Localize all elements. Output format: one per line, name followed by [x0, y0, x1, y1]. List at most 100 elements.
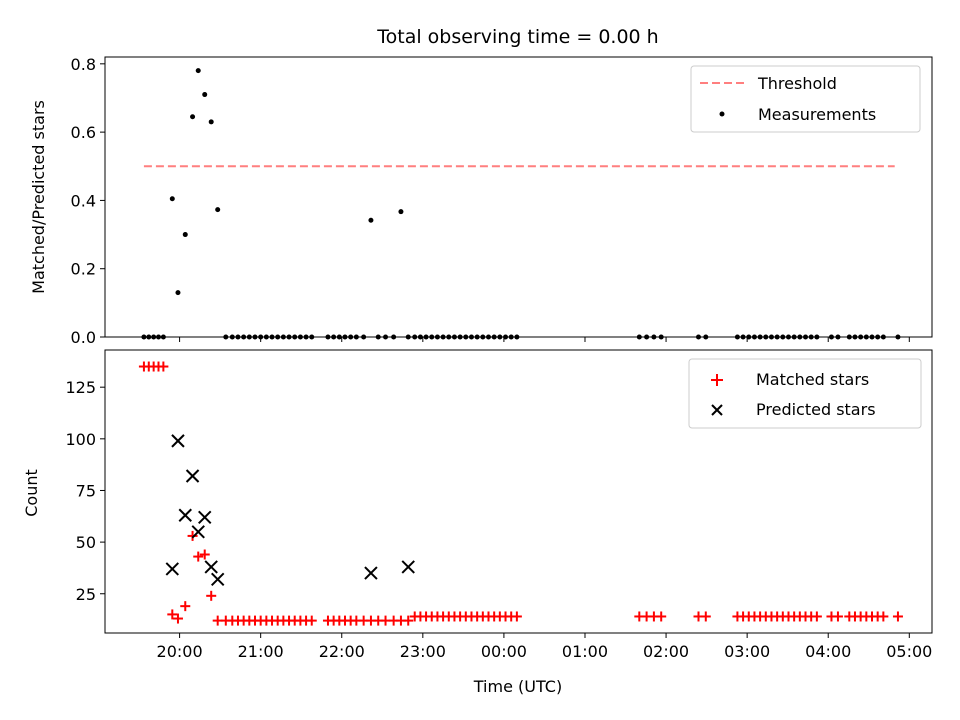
bottom-panel-frame: [104, 349, 933, 634]
predicted-star-point: [191, 525, 205, 539]
matched-star-point: [167, 609, 178, 620]
measurement-point: [846, 334, 852, 340]
measurement-point: [353, 334, 359, 340]
measurements-series: [141, 68, 901, 340]
measurement-point: [695, 334, 701, 340]
measurement-point: [875, 334, 881, 340]
measurement-point: [263, 334, 269, 340]
measurement-point: [160, 334, 166, 340]
matched-star-point: [180, 601, 191, 612]
x-tick-label: 21:00: [238, 642, 284, 661]
x-tick-label: 20:00: [157, 642, 203, 661]
predicted-star-point: [401, 560, 415, 574]
measurement-point: [417, 334, 423, 340]
measurement-point: [215, 207, 221, 213]
measurement-point: [252, 334, 258, 340]
measurement-point: [791, 334, 797, 340]
y-tick-label: 25: [76, 585, 96, 604]
bottom-y-ticks: 25 50 75 100 125: [65, 378, 105, 604]
x-tick-label: 02:00: [643, 642, 689, 661]
measurement-point: [863, 334, 869, 340]
measurement-point: [182, 232, 188, 238]
y-tick-label: 0.4: [71, 191, 96, 210]
measurement-point: [451, 334, 457, 340]
top-y-ticks: 0.0 0.2 0.4 0.6 0.8: [71, 55, 105, 347]
measurement-point: [491, 334, 497, 340]
measurement-point: [375, 334, 381, 340]
measurement-point: [644, 334, 650, 340]
measurement-point: [383, 334, 389, 340]
measurement-point: [497, 334, 503, 340]
matched-star-point: [878, 611, 889, 622]
measurement-point: [774, 334, 780, 340]
measurement-point: [503, 334, 509, 340]
measurement-point: [785, 334, 791, 340]
measurement-point: [780, 334, 786, 340]
legend-matched-label: Matched stars: [756, 370, 869, 389]
measurement-point: [423, 334, 429, 340]
measurement-point: [828, 334, 834, 340]
y-tick-label: 0.6: [71, 123, 96, 142]
measurement-point: [156, 334, 162, 340]
measurement-point: [514, 334, 520, 340]
measurement-point: [342, 334, 348, 340]
bottom-panel: 25 50 75 100 125 20:00 21:00 22:00 23:00 00:00 01…: [22, 349, 933, 696]
measurement-point: [814, 334, 820, 340]
matched-star-point: [158, 361, 169, 372]
measurement-point: [803, 334, 809, 340]
measurement-point: [486, 334, 492, 340]
matched-star-point: [832, 611, 843, 622]
measurement-point: [151, 334, 157, 340]
measurement-point: [434, 334, 440, 340]
measurement-point: [835, 334, 841, 340]
measurement-point: [429, 334, 435, 340]
measurement-point: [636, 334, 642, 340]
legend-predicted-label: Predicted stars: [756, 400, 876, 419]
measurement-point: [734, 334, 740, 340]
matched-star-point: [187, 530, 198, 541]
y-tick-label: 75: [76, 481, 96, 500]
measurement-point: [474, 334, 480, 340]
y-tick-label: 50: [76, 533, 96, 552]
measurement-point: [361, 334, 367, 340]
measurement-point: [202, 92, 208, 98]
measurement-point: [223, 334, 229, 340]
measurement-point: [440, 334, 446, 340]
measurement-point: [412, 334, 418, 340]
matched-star-point: [700, 611, 711, 622]
top-legend: Threshold Measurements: [690, 65, 921, 133]
x-tick-label: 01:00: [562, 642, 608, 661]
measurement-point: [768, 334, 774, 340]
x-tick-label: 23:00: [400, 642, 446, 661]
x-tick-label: 00:00: [481, 642, 527, 661]
predicted-star-point: [198, 510, 212, 525]
predicted-star-point: [204, 560, 218, 574]
measurement-point: [190, 114, 196, 120]
measurement-point: [446, 334, 452, 340]
x-tick-label: 22:00: [319, 642, 365, 661]
legend-measurements-swatch: [719, 111, 725, 117]
matched-star-point: [511, 611, 522, 622]
legend-predicted-swatch: [711, 404, 723, 416]
legend-measurements-label: Measurements: [758, 105, 876, 124]
measurement-point: [246, 334, 252, 340]
measurement-point: [468, 334, 474, 340]
top-legend-box: [690, 65, 921, 133]
measurement-point: [141, 334, 147, 340]
measurement-point: [763, 334, 769, 340]
x-tick-label: 05:00: [886, 642, 932, 661]
top-panel: 0.00.20.40.60.8 Matched/Predicted stars …: [29, 55, 933, 347]
measurement-point: [208, 119, 214, 125]
measurement-point: [258, 334, 264, 340]
measurement-point: [869, 334, 875, 340]
measurement-point: [746, 334, 752, 340]
measurement-point: [325, 334, 331, 340]
measurement-point: [398, 209, 404, 215]
y-tick-label: 0.2: [71, 260, 96, 279]
measurement-point: [480, 334, 486, 340]
matched-star-point: [892, 611, 903, 622]
measurement-point: [169, 196, 175, 202]
matched-star-point: [656, 611, 667, 622]
measurement-point: [331, 334, 337, 340]
measurement-point: [195, 68, 201, 74]
